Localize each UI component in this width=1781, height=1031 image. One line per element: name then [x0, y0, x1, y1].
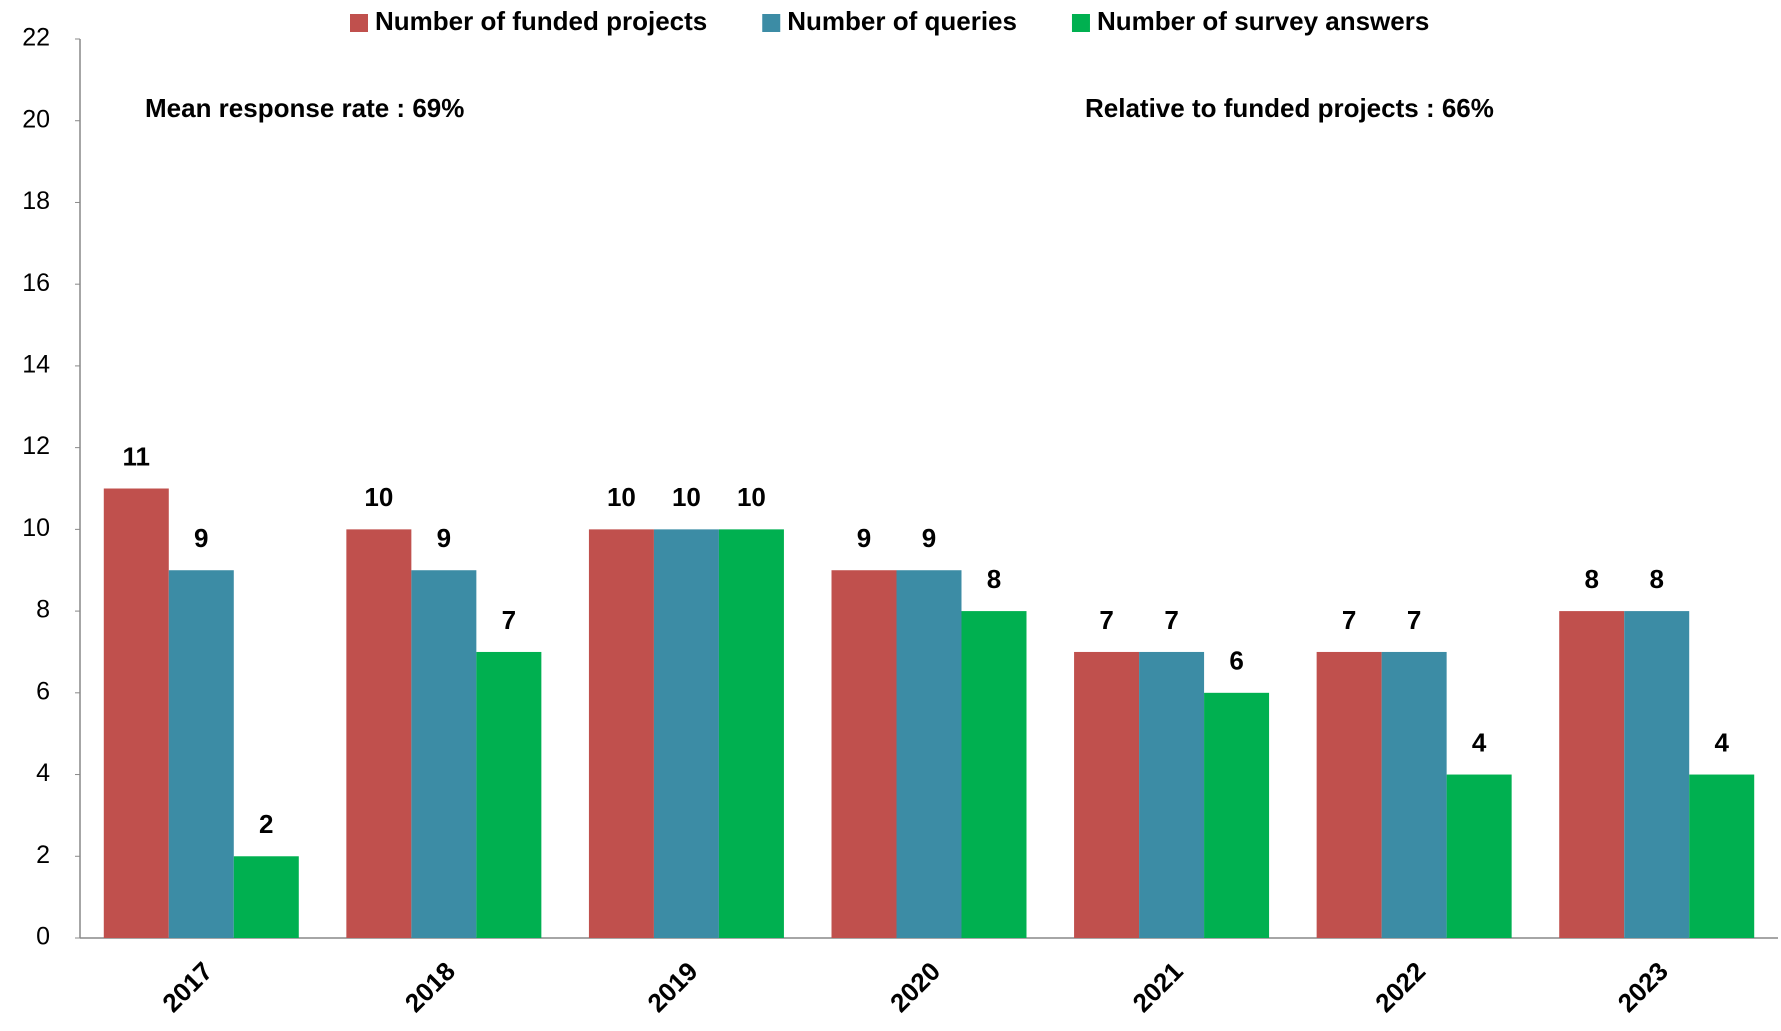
data-label: 9 [922, 523, 936, 553]
bar [1559, 611, 1625, 938]
bar [168, 570, 234, 938]
data-label: 10 [672, 482, 701, 512]
bar [896, 570, 962, 938]
y-tick-label: 18 [22, 187, 50, 215]
legend-swatch [762, 14, 781, 32]
data-label: 9 [437, 523, 451, 553]
data-label: 4 [1472, 727, 1487, 757]
data-label: 10 [607, 482, 636, 512]
data-label: 8 [987, 564, 1001, 594]
bar [1204, 692, 1270, 938]
y-tick-label: 14 [22, 351, 50, 379]
x-tick-label: 2019 [641, 956, 703, 1018]
x-tick-label: 2021 [1127, 956, 1189, 1018]
y-tick-label: 22 [22, 24, 50, 52]
x-tick-label: 2023 [1612, 956, 1674, 1018]
data-label: 8 [1649, 564, 1663, 594]
y-tick-label: 4 [36, 759, 50, 787]
y-tick-label: 2 [36, 841, 50, 869]
data-label: 7 [1342, 605, 1356, 635]
bar [476, 651, 542, 938]
legend-swatch [350, 14, 368, 32]
data-label: 7 [1099, 605, 1113, 635]
legend-swatch [1071, 14, 1090, 32]
bar [1316, 651, 1382, 938]
data-label: 7 [502, 605, 516, 635]
y-tick-label: 20 [22, 105, 50, 133]
data-label: 11 [123, 441, 151, 471]
bar [103, 488, 169, 938]
x-tick-label: 2020 [884, 956, 946, 1018]
data-label: 4 [1714, 727, 1729, 757]
annotation: Mean response rate : 69% [145, 93, 464, 123]
bar [1446, 774, 1512, 938]
legend-label: Number of queries [787, 6, 1017, 36]
bar [1074, 651, 1140, 938]
y-tick-label: 8 [36, 596, 50, 624]
data-label: 9 [857, 523, 871, 553]
bar [1139, 651, 1205, 938]
data-label: 2 [259, 809, 273, 839]
data-label: 9 [194, 523, 208, 553]
y-tick-label: 6 [36, 677, 50, 705]
y-tick-label: 16 [22, 269, 50, 297]
bar [961, 611, 1027, 938]
data-label: 8 [1584, 564, 1598, 594]
bar [653, 529, 719, 938]
y-tick-label: 10 [22, 514, 50, 542]
y-tick-label: 12 [22, 432, 50, 460]
x-tick-label: 2018 [399, 956, 461, 1018]
bar [1624, 611, 1690, 938]
data-label: 10 [364, 482, 393, 512]
x-tick-label: 2022 [1369, 956, 1431, 1018]
bar [831, 570, 897, 938]
bar [1381, 651, 1447, 938]
bar [718, 529, 784, 938]
legend-label: Number of survey answers [1097, 6, 1429, 36]
bar [346, 529, 412, 938]
data-label: 10 [737, 482, 766, 512]
bar [411, 570, 477, 938]
bar [233, 856, 299, 938]
data-label: 6 [1229, 646, 1243, 676]
data-label: 7 [1164, 605, 1178, 635]
bar [588, 529, 654, 938]
bar [1689, 774, 1755, 938]
x-tick-label: 2017 [156, 956, 218, 1018]
annotation: Relative to funded projects : 66% [1085, 93, 1494, 123]
data-label: 7 [1407, 605, 1421, 635]
y-tick-label: 0 [36, 923, 50, 951]
legend-label: Number of funded projects [375, 6, 707, 36]
